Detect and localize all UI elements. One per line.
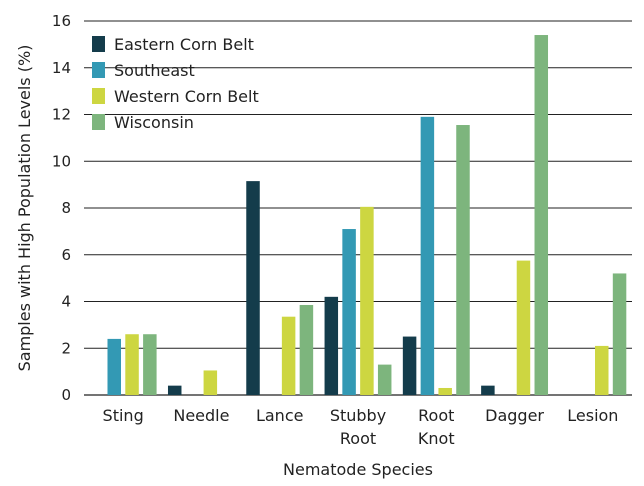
bar-wisconsin-0 (143, 334, 157, 395)
legend-swatch (92, 88, 105, 104)
bar-eastern-corn-belt-1 (167, 385, 182, 395)
y-tick-label: 16 (52, 12, 71, 30)
x-category-label: Dagger (485, 406, 544, 425)
legend: Eastern Corn Belt Southeast Western Corn B… (92, 35, 259, 132)
y-tick-label: 12 (52, 106, 71, 124)
x-category-label: Lesion (567, 406, 618, 425)
bar-western-corn-belt-2 (281, 316, 296, 395)
bar-southeast-3 (342, 229, 356, 395)
bar-western-corn-belt-1 (203, 370, 218, 395)
bar-southeast-0 (107, 338, 121, 395)
x-category-label: Lance (256, 406, 304, 425)
y-axis-ticks: 0 2 4 6 8 10 12 14 16 (52, 12, 71, 404)
x-category-label: Root (418, 406, 454, 425)
x-category-label: Knot (418, 429, 455, 448)
bar-wisconsin-2 (299, 305, 314, 395)
bar-southeast-4 (420, 116, 435, 396)
bar-wisconsin-4 (456, 125, 470, 396)
bar-wisconsin-6 (612, 273, 627, 395)
bar-western-corn-belt-3 (360, 206, 374, 395)
bars (107, 35, 627, 396)
y-tick-label: 2 (61, 339, 71, 357)
legend-label: Southeast (114, 61, 195, 80)
x-category-label: Sting (103, 406, 144, 425)
bar-western-corn-belt-4 (438, 387, 452, 395)
y-tick-label: 4 (61, 293, 71, 311)
x-axis-title: Nematode Species (283, 460, 433, 479)
y-tick-label: 10 (52, 152, 71, 170)
legend-label: Western Corn Belt (114, 87, 259, 106)
bar-eastern-corn-belt-3 (324, 296, 339, 395)
bar-western-corn-belt-0 (125, 334, 139, 395)
y-tick-label: 6 (61, 246, 71, 264)
x-axis-categories: Sting Needle Lance Stubby Root Root Knot Dagger… (103, 406, 619, 448)
bar-eastern-corn-belt-2 (246, 181, 260, 395)
legend-swatch (92, 114, 105, 130)
x-category-label: Root (340, 429, 376, 448)
bar-eastern-corn-belt-4 (402, 336, 417, 395)
legend-label: Eastern Corn Belt (114, 35, 254, 54)
x-category-label: Needle (173, 406, 229, 425)
legend-swatch (92, 62, 105, 78)
legend-label: Wisconsin (114, 113, 194, 132)
bar-wisconsin-3 (377, 364, 392, 395)
grid (84, 20, 632, 396)
bar-wisconsin-5 (534, 35, 549, 396)
bar-western-corn-belt-5 (516, 260, 531, 395)
x-category-label: Stubby (330, 406, 386, 425)
legend-swatch (92, 36, 105, 52)
y-axis-title: Samples with High Population Levels (%) (15, 45, 34, 372)
bar-eastern-corn-belt-5 (481, 385, 495, 395)
y-tick-label: 14 (52, 59, 71, 77)
bar-western-corn-belt-6 (595, 345, 609, 395)
y-tick-label: 8 (61, 199, 71, 217)
y-tick-label: 0 (61, 386, 71, 404)
